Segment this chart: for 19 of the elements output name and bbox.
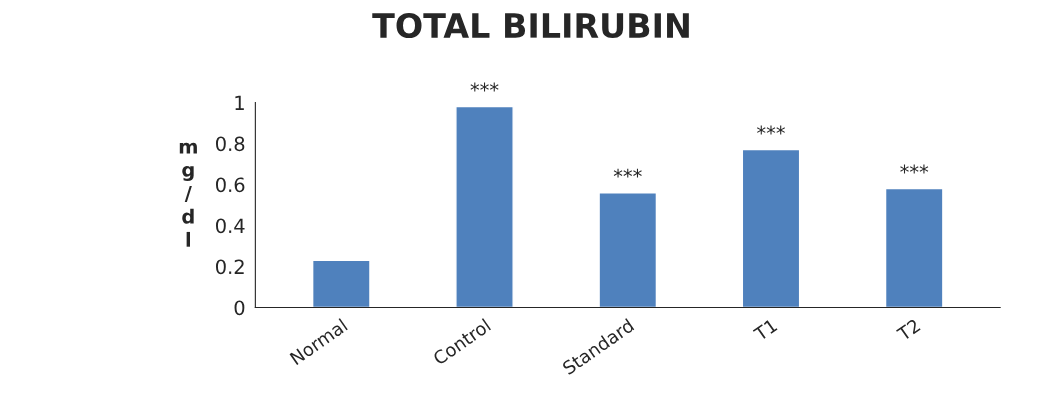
y-tick-label: 1 <box>235 95 244 110</box>
bar <box>598 192 658 308</box>
y-axis-title: mg/dl <box>179 142 197 247</box>
x-tick-label: T2 <box>895 318 921 342</box>
bar <box>311 259 371 308</box>
y-tick-label: 0.4 <box>216 218 245 234</box>
annotation: *** <box>613 168 642 178</box>
bar <box>455 105 514 308</box>
x-tick-label: T1 <box>752 318 778 342</box>
y-tick-label: 0.8 <box>216 136 245 152</box>
annotation: *** <box>756 125 785 135</box>
bar <box>884 187 944 308</box>
annotation: *** <box>470 82 499 92</box>
y-tick-label: 0 <box>234 300 245 316</box>
chart-title: TOTAL BILIRUBIN <box>372 12 689 39</box>
y-tick-label: 0.2 <box>216 259 244 275</box>
bar <box>741 148 801 308</box>
y-tick-label: 0.6 <box>216 177 245 193</box>
annotation: *** <box>900 164 929 174</box>
